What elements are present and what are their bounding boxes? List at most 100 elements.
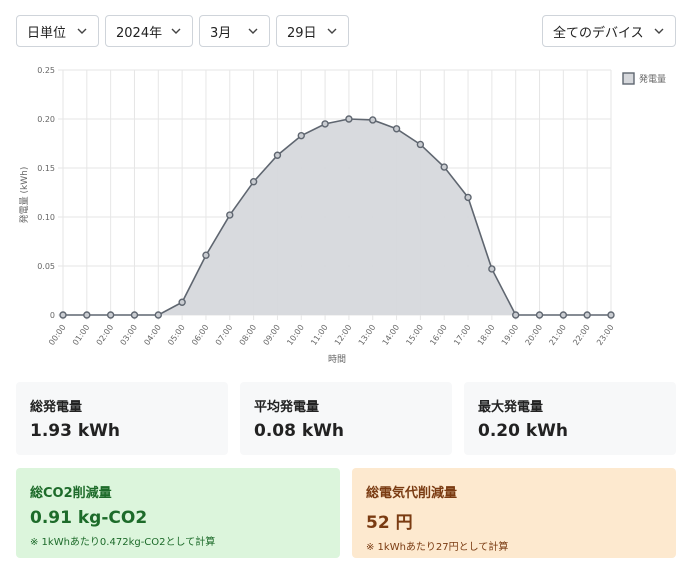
- cost-note: ※ 1kWhあたり27円として計算: [366, 542, 509, 553]
- x-tick-label: 16:00: [428, 323, 449, 347]
- y-tick-label: 0.10: [37, 213, 55, 222]
- x-tick-label: 17:00: [452, 323, 473, 347]
- x-tick-label: 13:00: [357, 323, 378, 347]
- x-tick-label: 15:00: [404, 323, 425, 347]
- stat-value: 1.93 kWh: [30, 421, 121, 441]
- max-generation-card: 最大発電量 0.20 kWh: [464, 382, 676, 455]
- data-point: [130, 311, 139, 319]
- data-point: [535, 311, 544, 319]
- total-generation-card: 総発電量 1.93 kWh: [16, 382, 228, 455]
- x-tick-label: 12:00: [333, 323, 354, 347]
- x-tick-label: 03:00: [119, 323, 140, 347]
- device-select[interactable]: 全てのデバイス: [542, 15, 676, 47]
- y-tick-label: 0.05: [37, 262, 55, 271]
- data-point: [178, 298, 186, 306]
- x-tick-label: 08:00: [238, 323, 259, 347]
- x-tick-label: 23:00: [595, 323, 616, 347]
- data-point: [511, 311, 520, 319]
- chart-area: [63, 118, 611, 316]
- x-tick-label: 10:00: [285, 323, 306, 347]
- day-select[interactable]: 29日: [276, 15, 349, 47]
- co2-label: 総CO2削減量: [30, 486, 112, 501]
- chevron-down-icon: [247, 25, 259, 37]
- year-select[interactable]: 2024年: [105, 15, 193, 47]
- chevron-down-icon: [76, 25, 88, 37]
- data-point: [488, 265, 496, 273]
- y-tick-label: 0.15: [37, 164, 55, 173]
- cost-label: 総電気代削減量: [366, 486, 458, 501]
- x-axis-label: 時間: [328, 354, 346, 365]
- co2-reduction-card: 総CO2削減量 0.91 kg-CO2 ※ 1kWhあたり0.472kg-CO2…: [16, 468, 340, 558]
- data-point: [559, 311, 568, 319]
- stat-label: 最大発電量: [478, 400, 544, 415]
- y-axis-label: 発電量 (kWh): [18, 167, 30, 224]
- data-point: [59, 311, 67, 319]
- x-tick-label: 22:00: [571, 323, 592, 347]
- year-select-value: 2024年: [116, 25, 163, 41]
- x-tick-label: 04:00: [142, 323, 163, 347]
- data-point: [321, 120, 329, 128]
- chart-svg: 0 0.05 0.10 0.15 0.20 0.25 00:00 01:00 02:00 03:0…: [18, 66, 666, 365]
- average-generation-card: 平均発電量 0.08 kWh: [240, 382, 452, 455]
- unit-select-value: 日単位: [27, 25, 67, 41]
- data-point: [416, 140, 425, 149]
- stat-value: 0.08 kWh: [254, 421, 345, 441]
- series-line: [63, 118, 611, 316]
- y-tick-label: 0.25: [37, 66, 55, 75]
- x-tick-label: 05:00: [166, 323, 187, 347]
- chevron-down-icon: [326, 25, 338, 37]
- summary-stats: 総発電量 1.93 kWh 平均発電量 0.08 kWh 最大発電量 0.20 …: [16, 382, 676, 456]
- filter-toolbar: 日単位 2024年 3月 29日 全てのデバイス: [16, 15, 676, 49]
- stat-label: 総発電量: [30, 400, 83, 415]
- co2-note: ※ 1kWhあたり0.472kg-CO2として計算: [30, 537, 216, 548]
- legend-swatch-icon: [622, 72, 635, 85]
- month-select[interactable]: 3月: [199, 15, 270, 47]
- day-select-value: 29日: [287, 25, 317, 41]
- cost-reduction-card: 総電気代削減量 52 円 ※ 1kWhあたり27円として計算: [352, 468, 676, 558]
- x-tick-label: 21:00: [547, 323, 568, 347]
- chart-legend[interactable]: 発電量: [622, 72, 666, 85]
- data-point: [297, 131, 305, 140]
- data-point: [83, 311, 91, 319]
- data-point: [154, 311, 163, 319]
- data-point: [345, 115, 353, 123]
- device-select-value: 全てのデバイス: [553, 25, 644, 41]
- data-point: [464, 193, 472, 202]
- x-tick-label: 06:00: [190, 323, 211, 347]
- x-tick-label: 18:00: [476, 323, 497, 347]
- co2-value: 0.91 kg-CO2: [30, 508, 148, 528]
- x-tick-label: 11:00: [309, 323, 330, 347]
- y-tick-label: 0.20: [37, 115, 55, 124]
- x-tick-label: 00:00: [47, 323, 68, 347]
- series-area-fill: [63, 119, 611, 315]
- data-point: [392, 125, 401, 133]
- unit-select[interactable]: 日単位: [16, 15, 99, 47]
- y-tick-label: 0: [50, 311, 55, 320]
- x-tick-label: 20:00: [524, 323, 545, 347]
- data-point: [369, 116, 377, 124]
- x-tick-label: 14:00: [381, 323, 402, 347]
- data-point: [583, 311, 591, 319]
- stat-label: 平均発電量: [254, 400, 320, 415]
- data-point: [273, 151, 282, 159]
- chevron-down-icon: [170, 25, 182, 37]
- data-point: [249, 178, 258, 186]
- chevron-down-icon: [653, 25, 665, 37]
- x-tick-label: 19:00: [500, 323, 521, 347]
- chart-points: [59, 115, 615, 319]
- data-point: [202, 251, 210, 259]
- data-point: [226, 211, 234, 219]
- month-select-value: 3月: [210, 25, 232, 41]
- x-tick-label: 07:00: [214, 323, 235, 347]
- cost-value: 52 円: [366, 513, 413, 533]
- x-tick-label: 09:00: [261, 323, 282, 347]
- data-point: [106, 311, 115, 319]
- data-point: [440, 163, 448, 171]
- data-point: [607, 311, 615, 319]
- savings-section: 総CO2削減量 0.91 kg-CO2 ※ 1kWhあたり0.472kg-CO2…: [16, 468, 676, 558]
- legend-label: 発電量: [639, 73, 666, 85]
- x-tick-label: 01:00: [71, 323, 92, 347]
- x-tick-label: 02:00: [95, 323, 116, 347]
- generation-chart: 0 0.05 0.10 0.15 0.20 0.25 00:00 01:00 02:00 03:0…: [16, 60, 676, 372]
- stat-value: 0.20 kWh: [478, 421, 569, 441]
